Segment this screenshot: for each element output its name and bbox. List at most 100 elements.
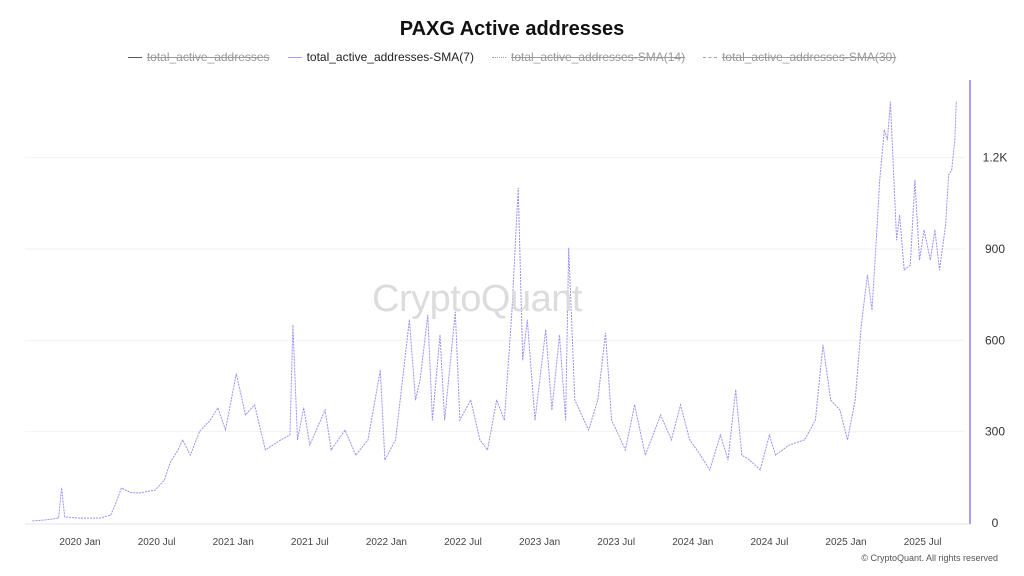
data-point bbox=[822, 344, 824, 346]
data-point bbox=[292, 324, 294, 326]
data-point bbox=[419, 379, 421, 381]
data-point bbox=[439, 334, 441, 336]
data-point bbox=[741, 454, 743, 456]
data-point bbox=[384, 459, 386, 461]
data-point bbox=[914, 179, 916, 181]
data-point bbox=[254, 404, 256, 406]
data-point bbox=[611, 419, 613, 421]
data-point bbox=[948, 174, 950, 176]
watermark: CryptoQuant bbox=[372, 278, 582, 320]
data-point bbox=[522, 359, 524, 361]
data-point bbox=[503, 419, 505, 421]
data-point bbox=[749, 459, 750, 461]
data-point bbox=[896, 239, 897, 241]
data-point bbox=[32, 520, 33, 522]
data-point bbox=[367, 439, 369, 441]
data-point bbox=[709, 469, 711, 471]
data-point bbox=[899, 214, 901, 216]
legend-label: total_active_addresses-SMA(7) bbox=[306, 50, 474, 64]
data-point bbox=[58, 517, 59, 519]
data-point bbox=[860, 324, 862, 326]
legend-item[interactable]: total_active_addresses-SMA(30) bbox=[703, 50, 896, 64]
data-point bbox=[280, 439, 282, 441]
data-point bbox=[163, 479, 165, 481]
x-tick-label: 2021 Jul bbox=[291, 537, 329, 548]
data-point bbox=[199, 431, 200, 433]
data-point bbox=[64, 516, 66, 518]
legend-item[interactable]: total_active_addresses bbox=[127, 50, 270, 64]
y-tick-label: 600 bbox=[985, 333, 1005, 347]
data-point bbox=[303, 407, 305, 409]
legend-label: total_active_addresses bbox=[146, 50, 270, 64]
data-point bbox=[245, 414, 246, 416]
data-point bbox=[951, 169, 953, 171]
data-point bbox=[444, 419, 446, 421]
legend-label: total_active_addresses-SMA(14) bbox=[510, 50, 686, 64]
data-point bbox=[759, 469, 761, 471]
data-point bbox=[719, 434, 721, 436]
data-point bbox=[454, 311, 456, 313]
data-point bbox=[605, 332, 606, 334]
data-point bbox=[769, 434, 770, 436]
data-point bbox=[534, 419, 536, 421]
data-point bbox=[634, 404, 635, 406]
data-point bbox=[830, 399, 832, 401]
data-point bbox=[289, 434, 291, 436]
data-point bbox=[597, 399, 599, 401]
data-point bbox=[110, 514, 112, 516]
data-point bbox=[408, 319, 410, 321]
data-point bbox=[735, 389, 737, 391]
legend-swatch bbox=[491, 56, 506, 58]
data-point bbox=[309, 444, 311, 446]
x-tick-label: 2020 Jan bbox=[59, 537, 100, 548]
data-point bbox=[903, 269, 905, 271]
data-point bbox=[355, 454, 357, 456]
data-point bbox=[526, 319, 528, 321]
data-point bbox=[565, 419, 567, 421]
data-point bbox=[568, 247, 570, 249]
x-tick-label: 2024 Jan bbox=[672, 537, 713, 548]
y-tick-label: 900 bbox=[985, 242, 1005, 256]
data-point bbox=[511, 309, 513, 311]
data-point bbox=[235, 373, 237, 375]
x-tick-label: 2025 Jul bbox=[904, 537, 942, 548]
legend-item[interactable]: total_active_addresses-SMA(7) bbox=[287, 50, 474, 64]
data-point bbox=[209, 419, 211, 421]
data-point bbox=[344, 429, 346, 431]
data-point bbox=[934, 229, 936, 231]
data-point bbox=[775, 454, 776, 456]
data-point bbox=[727, 459, 729, 461]
legend-swatch bbox=[703, 56, 718, 58]
data-point bbox=[939, 269, 940, 271]
x-tick-label: 2022 Jul bbox=[444, 537, 482, 548]
data-point bbox=[130, 492, 131, 493]
data-point bbox=[876, 234, 878, 236]
x-tick-label: 2023 Jan bbox=[519, 537, 560, 548]
x-tick-label: 2025 Jan bbox=[825, 537, 866, 548]
data-point bbox=[479, 439, 481, 441]
legend-swatch bbox=[127, 56, 142, 58]
data-point bbox=[139, 492, 141, 494]
data-point bbox=[955, 101, 957, 103]
data-point bbox=[804, 439, 806, 441]
data-point bbox=[169, 461, 171, 463]
data-point bbox=[324, 409, 326, 411]
data-point bbox=[431, 419, 433, 421]
data-point bbox=[588, 429, 590, 431]
data-point bbox=[644, 454, 646, 456]
data-point bbox=[890, 101, 891, 103]
data-point bbox=[330, 449, 332, 451]
legend-item[interactable]: total_active_addresses-SMA(14) bbox=[491, 50, 686, 64]
data-point bbox=[114, 504, 116, 506]
data-point bbox=[883, 129, 885, 131]
data-point bbox=[297, 439, 298, 441]
data-point bbox=[909, 264, 911, 266]
x-tick-label: 2020 Jul bbox=[138, 537, 176, 548]
data-point bbox=[660, 414, 662, 416]
data-point bbox=[517, 187, 519, 189]
data-point bbox=[559, 334, 560, 336]
x-tick-label: 2022 Jan bbox=[366, 537, 407, 548]
data-point bbox=[395, 439, 396, 441]
data-point bbox=[574, 399, 576, 401]
x-tick-label: 2024 Jul bbox=[750, 537, 788, 548]
